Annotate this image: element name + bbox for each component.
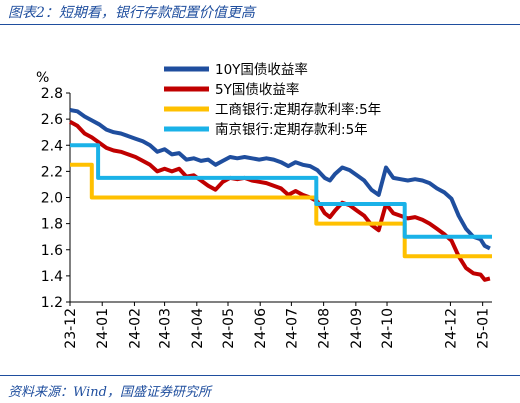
x-tick-label: 24-08 <box>317 308 333 349</box>
x-tick-label: 24-09 <box>349 308 365 349</box>
x-tick-label: 23-12 <box>63 308 79 349</box>
source-note: 资料来源：Wind，国盛证券研究所 <box>8 385 211 400</box>
series-line-4 <box>70 143 492 239</box>
legend-label-2: 5Y国债收益率 <box>215 81 299 98</box>
x-tick-label: 24-04 <box>190 308 206 349</box>
y-tick-label: 2.2 <box>41 164 63 180</box>
x-tick-label: 24-06 <box>253 308 269 349</box>
y-tick-label: 1.6 <box>41 243 63 259</box>
figure-caption: 图表2：短期看，银行存款配置价值更高 <box>8 5 255 21</box>
x-tick-label: 24-10 <box>380 308 396 349</box>
legend-label-1: 10Y国债收益率 <box>215 61 308 78</box>
chart-legend: 10Y国债收益率 5Y国债收益率工商银行:定期存款利率:5年南京银行:定期存款利:… <box>164 61 381 138</box>
series-line-3 <box>70 162 492 259</box>
caption-rule <box>0 24 520 25</box>
y-tick-label: 1.8 <box>41 217 63 233</box>
y-tick-label: 2.6 <box>41 112 63 128</box>
y-tick-label: 2.4 <box>41 138 63 154</box>
x-tick-label: 24-05 <box>221 308 237 349</box>
chart-axes: %2.8 2.6 2.4 2.2 2.0 1.8 1.6 1.4 1.223-12 24-01 24… <box>36 70 492 349</box>
series-line-1 <box>69 108 491 251</box>
series-line-2 <box>69 119 491 282</box>
x-tick-label: 24-12 <box>443 308 459 349</box>
x-tick-label: 24-01 <box>95 308 111 349</box>
x-tick-label: 24-02 <box>127 308 143 349</box>
y-tick-label: 1.2 <box>41 295 63 311</box>
chart-lines <box>69 108 492 282</box>
y-tick-label: 2.8 <box>41 86 63 102</box>
x-tick-label: 24-03 <box>158 308 174 349</box>
x-tick-label: 24-07 <box>284 308 300 349</box>
y-tick-label: 1.4 <box>41 269 63 285</box>
y-tick-label: 2.0 <box>41 191 63 207</box>
legend-label-3: 工商银行:定期存款利率:5年 <box>215 101 381 118</box>
legend-label-4: 南京银行:定期存款利:5年 <box>215 122 368 138</box>
x-tick-label: 25-01 <box>476 308 492 349</box>
source-rule <box>0 375 520 376</box>
y-unit-label: % <box>36 70 49 86</box>
